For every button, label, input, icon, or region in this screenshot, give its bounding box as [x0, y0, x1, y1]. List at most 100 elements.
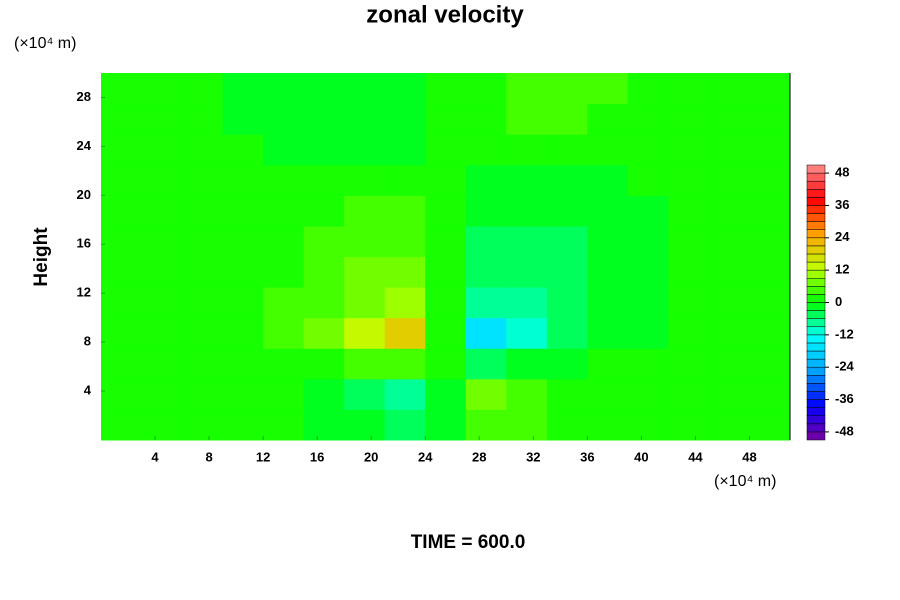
- field-cell: [749, 317, 791, 349]
- field-cell: [708, 378, 750, 410]
- field-cell: [141, 378, 183, 410]
- field-cell: [263, 256, 305, 288]
- field-cell: [141, 409, 183, 441]
- chart-title: zonal velocity: [366, 1, 524, 28]
- colorbar-band: [806, 253, 826, 263]
- field-cell: [546, 317, 588, 349]
- colorbar-band: [806, 326, 826, 336]
- field-cell: [749, 103, 791, 135]
- field-cell: [182, 103, 224, 135]
- colorbar-tick-label: -48: [835, 423, 854, 438]
- field-cell: [587, 225, 629, 257]
- x-tick-label: 12: [256, 449, 270, 464]
- colorbar-tick-label: -12: [835, 326, 854, 341]
- field-cell: [222, 73, 264, 105]
- colorbar-band: [806, 197, 826, 206]
- field-cell: [344, 195, 386, 227]
- x-tick-label: 4: [151, 449, 159, 464]
- field-cell: [627, 287, 669, 319]
- field-cell: [506, 409, 548, 441]
- field-cell: [303, 378, 345, 410]
- field-cell: [222, 256, 264, 288]
- field-cell: [303, 164, 345, 196]
- field-cell: [303, 225, 345, 257]
- field-cell: [222, 317, 264, 349]
- field-cell: [546, 195, 588, 227]
- field-cell: [425, 409, 467, 441]
- colorbar-band: [806, 334, 826, 344]
- field-cell: [465, 287, 507, 319]
- field-cell: [627, 409, 669, 441]
- field-cell: [465, 164, 507, 196]
- field-cell: [384, 103, 426, 135]
- field-cell: [182, 134, 224, 166]
- field-cell: [465, 348, 507, 380]
- y-tick-label: 24: [77, 138, 92, 153]
- field-cell: [425, 225, 467, 257]
- colorbar-band: [806, 391, 826, 400]
- y-tick-label: 8: [84, 334, 91, 349]
- field-cell: [344, 225, 386, 257]
- field-cell: [263, 103, 305, 135]
- field-cell: [627, 164, 669, 196]
- field-cell: [344, 378, 386, 410]
- field-cell: [708, 195, 750, 227]
- field-cell: [465, 409, 507, 441]
- field-cell: [384, 73, 426, 105]
- field-cell: [222, 348, 264, 380]
- field-cell: [344, 409, 386, 441]
- field-cell: [141, 256, 183, 288]
- field-cell: [627, 134, 669, 166]
- field-cell: [668, 73, 710, 105]
- colorbar-band: [806, 164, 826, 174]
- field-cell: [101, 317, 143, 349]
- field-cell: [263, 73, 305, 105]
- field-cell: [749, 195, 791, 227]
- colorbar-band: [806, 205, 826, 214]
- colorbar-band: [806, 375, 826, 384]
- field-cell: [465, 225, 507, 257]
- field-cell: [101, 256, 143, 288]
- colorbar-band: [806, 277, 826, 287]
- colorbar-band: [806, 261, 826, 271]
- colorbar-tick-label: 0: [835, 294, 842, 309]
- field-cell: [506, 73, 548, 105]
- field-cell: [182, 378, 224, 410]
- field-cell: [141, 103, 183, 135]
- field-cell: [425, 348, 467, 380]
- field-cell: [101, 225, 143, 257]
- x-tick-label: 24: [418, 449, 433, 464]
- colorbar-band: [806, 399, 826, 408]
- x-tick-label: 8: [205, 449, 212, 464]
- colorbar-band: [806, 180, 826, 190]
- field-cell: [263, 409, 305, 441]
- field-cell: [627, 317, 669, 349]
- field-cell: [546, 256, 588, 288]
- field-cell: [465, 73, 507, 105]
- field-cell: [668, 195, 710, 227]
- field-cell: [141, 164, 183, 196]
- field-cell: [141, 348, 183, 380]
- field-cell: [708, 73, 750, 105]
- x-tick-label: 48: [742, 449, 756, 464]
- field-cell: [263, 348, 305, 380]
- field-cell: [708, 134, 750, 166]
- x-tick-label: 20: [364, 449, 378, 464]
- field-cell: [587, 164, 629, 196]
- field-cell: [222, 287, 264, 319]
- field-cell: [465, 134, 507, 166]
- field-cell: [708, 409, 750, 441]
- field-cell: [384, 164, 426, 196]
- colorbar-band: [806, 172, 826, 182]
- colorbar-band: [806, 213, 826, 222]
- field-cell: [708, 164, 750, 196]
- y-unit: (×10⁴ m): [14, 35, 76, 52]
- field-cell: [546, 409, 588, 441]
- colorbar-tick-label: 36: [835, 197, 849, 212]
- field-cell: [627, 103, 669, 135]
- colorbar-band: [806, 358, 826, 368]
- x-tick-label: 36: [580, 449, 594, 464]
- field-cell: [141, 225, 183, 257]
- field-cell: [101, 378, 143, 410]
- footer: TIME = 600.0: [411, 532, 526, 553]
